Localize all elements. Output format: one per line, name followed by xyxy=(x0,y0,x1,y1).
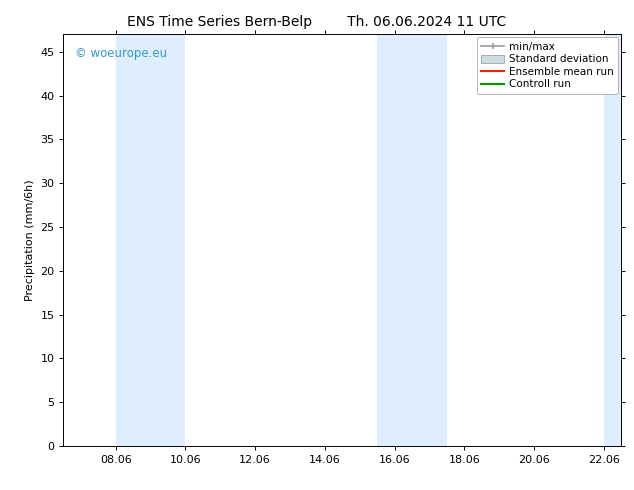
Text: ENS Time Series Bern-Belp        Th. 06.06.2024 11 UTC: ENS Time Series Bern-Belp Th. 06.06.2024… xyxy=(127,15,507,29)
Bar xyxy=(604,34,621,446)
Bar xyxy=(116,34,185,446)
Legend: min/max, Standard deviation, Ensemble mean run, Controll run: min/max, Standard deviation, Ensemble me… xyxy=(477,37,618,94)
Y-axis label: Precipitation (mm/6h): Precipitation (mm/6h) xyxy=(25,179,35,301)
Text: © woeurope.eu: © woeurope.eu xyxy=(75,47,167,60)
Bar xyxy=(377,34,447,446)
